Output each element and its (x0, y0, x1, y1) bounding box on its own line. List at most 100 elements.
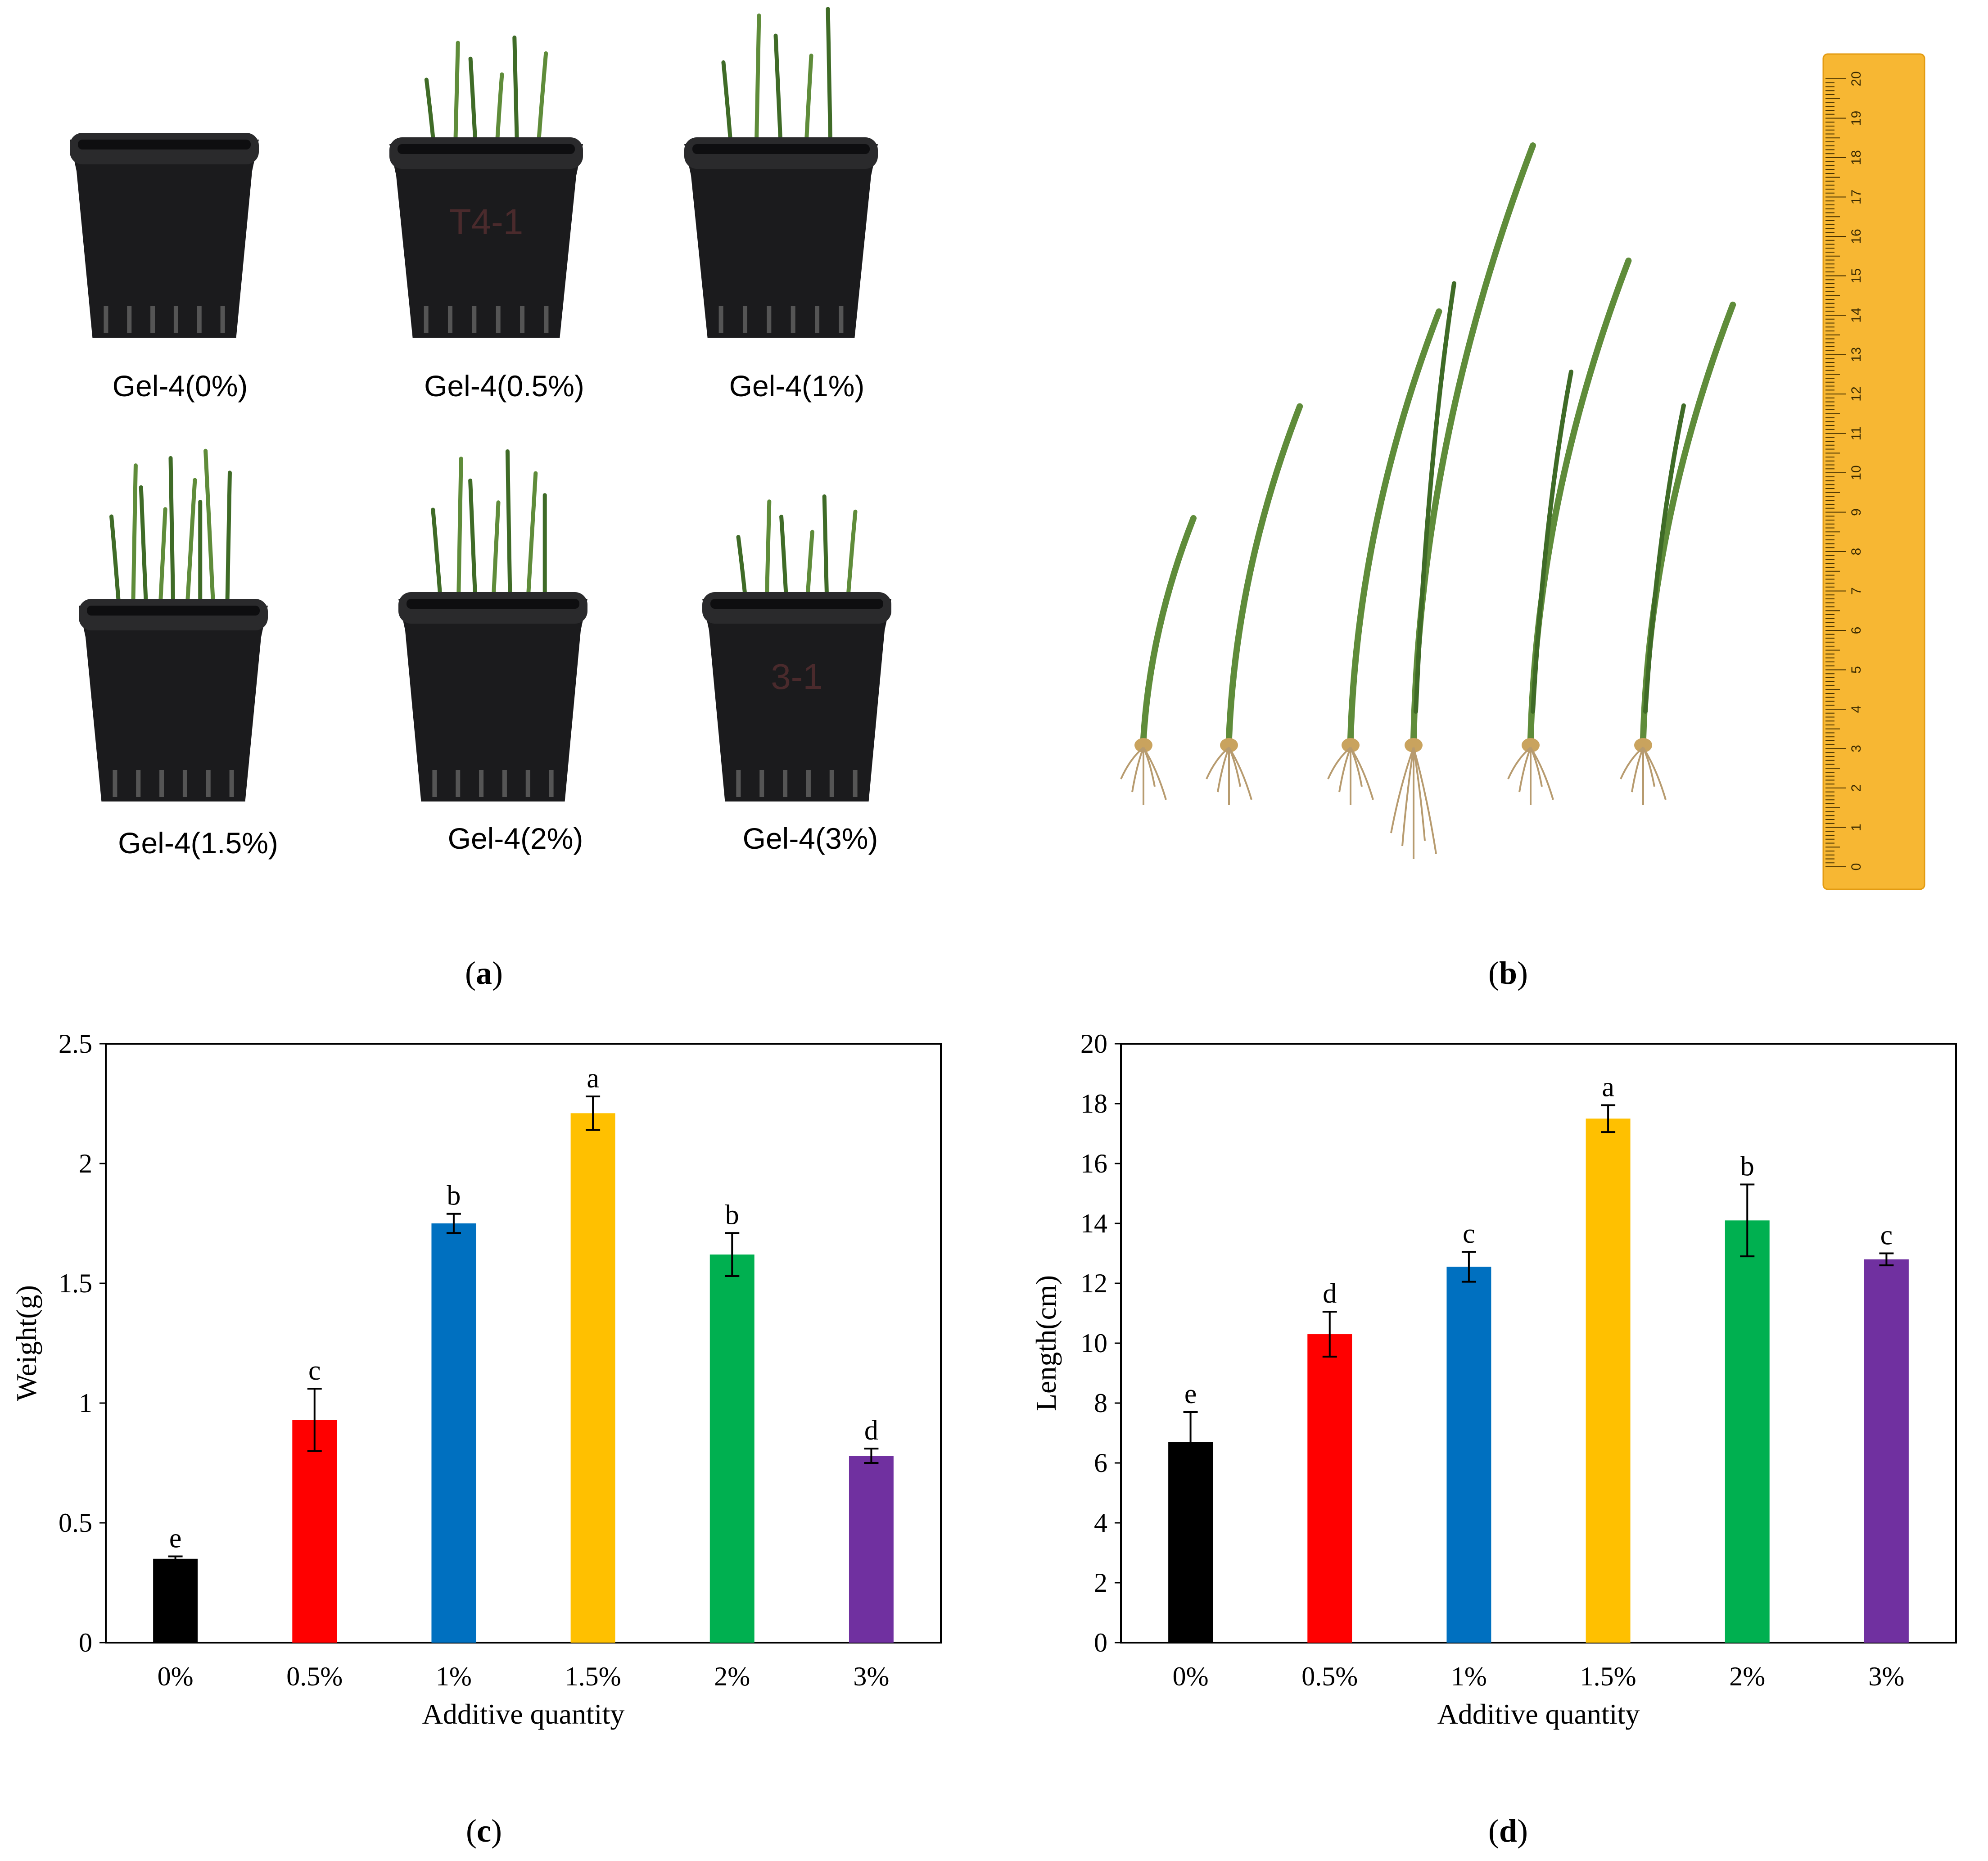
pot-slot (447, 306, 452, 333)
panel-a-caption: (a) (465, 955, 503, 991)
seedling-root (1143, 747, 1167, 800)
pot-slot (479, 770, 484, 797)
ruler-number: 19 (1849, 111, 1864, 126)
pot-body (684, 144, 878, 338)
seedling-1 (1206, 403, 1303, 805)
pot-slot (718, 306, 723, 333)
y-tick-label: 2 (1094, 1568, 1107, 1598)
ruler-number: 13 (1849, 347, 1864, 362)
significance-letter: e (169, 1523, 182, 1553)
bar-0% (1168, 1442, 1213, 1643)
x-tick-label: 3% (853, 1662, 889, 1691)
bar-1.5% (1586, 1118, 1631, 1643)
significance-letter: c (1880, 1220, 1893, 1251)
pot-1: T4-1 Gel-4(0.5%) (389, 35, 584, 403)
seedling-root (1413, 747, 1437, 854)
pot-slot (472, 306, 477, 333)
pot-opening (407, 599, 579, 609)
ruler-number: 16 (1849, 229, 1864, 244)
ruler-number: 11 (1849, 426, 1864, 440)
significance-letter: b (447, 1181, 461, 1211)
y-tick-label: 0.5 (59, 1508, 92, 1538)
pot-0: Gel-4(0%) (70, 133, 259, 403)
y-tick-label: 2.5 (59, 1029, 92, 1059)
seedling-root (1338, 747, 1351, 792)
y-tick-label: 12 (1080, 1268, 1107, 1298)
plot-frame (105, 1043, 942, 1644)
seedling-0 (1120, 515, 1197, 805)
seedling-leaf (512, 35, 520, 155)
ruler-number: 10 (1849, 465, 1864, 480)
pot-slot (815, 306, 820, 333)
y-axis-title: Weight(g) (10, 1285, 42, 1401)
x-axis-title: Additive quantity (1437, 1698, 1640, 1730)
seedling-leaf (203, 448, 216, 617)
seed (1522, 738, 1540, 752)
ruler (1822, 53, 1925, 890)
seedling-root (1217, 747, 1230, 792)
pot-body (79, 606, 268, 801)
ruler-number: 8 (1849, 548, 1864, 556)
x-tick-label: 1.5% (565, 1662, 621, 1691)
pot-slot (806, 770, 811, 797)
bar-0.5% (292, 1420, 337, 1643)
seed (1220, 738, 1238, 752)
seed (1634, 738, 1652, 752)
x-tick-label: 0.5% (1301, 1662, 1358, 1691)
seedling-leaf (754, 14, 761, 155)
pot-slot (520, 306, 525, 333)
x-tick-label: 1% (1451, 1662, 1487, 1691)
ruler-number: 5 (1849, 666, 1864, 674)
pot-slot (220, 306, 225, 333)
pot-slot (432, 770, 437, 797)
pot-label: Gel-4(0.5%) (424, 369, 584, 403)
y-tick-label: 0 (1094, 1628, 1107, 1657)
pot-body (70, 140, 259, 338)
pot-slot (182, 770, 187, 797)
bar-2% (709, 1254, 755, 1643)
pot-slot (197, 306, 202, 333)
seedling-leaf (773, 33, 783, 155)
pot-3: Gel-4(1.5%) (79, 448, 278, 860)
ruler-number: 18 (1849, 150, 1864, 165)
seed (1342, 738, 1360, 752)
pot-slot (127, 306, 132, 333)
y-tick-label: 0 (79, 1628, 92, 1657)
ruler-number: 14 (1849, 308, 1864, 322)
pot-slot (456, 770, 461, 797)
pot-opening (78, 140, 251, 149)
pot-slot (229, 770, 234, 797)
length-bar-chart: 0 2 4 6 8 10 12 14 16 18 20 e 0% d 0.5% c 1% a 1.5% b 2% c 3% A… (1030, 1029, 1957, 1730)
pot-slot (136, 770, 141, 797)
bar-1.5% (570, 1113, 615, 1643)
y-tick-label: 2 (79, 1149, 92, 1178)
pot-slot (525, 770, 530, 797)
ruler-number: 0 (1849, 863, 1864, 871)
seedling-root (1350, 747, 1374, 800)
pot-label: Gel-4(1.5%) (118, 826, 278, 860)
seedling-2 (1327, 308, 1442, 805)
y-axis-title: Length(cm) (1030, 1275, 1062, 1411)
pot-slot (549, 770, 554, 797)
pot-body (702, 599, 891, 801)
pot-slot (159, 770, 164, 797)
pot-label: Gel-4(2%) (448, 822, 583, 855)
seedling-leaf (764, 499, 772, 610)
significance-letter: c (1463, 1218, 1475, 1249)
bar-1% (431, 1223, 476, 1643)
pot-slot (767, 306, 772, 333)
significance-letter: b (725, 1200, 739, 1230)
x-tick-label: 0% (158, 1662, 194, 1691)
x-tick-label: 2% (1729, 1662, 1765, 1691)
pot-slot (742, 306, 747, 333)
seedling-leaf (139, 485, 149, 617)
seedling-root (1507, 747, 1532, 779)
panel-a-photo: Gel-4(0%) T4-1 Gel-4(0.5%) Gel-4(1%) Gel-4(1… (70, 7, 891, 860)
y-tick-label: 1 (79, 1388, 92, 1418)
seedling-root (1228, 747, 1252, 800)
pot-body (398, 599, 587, 801)
ruler-number: 15 (1849, 268, 1864, 283)
x-tick-label: 0% (1173, 1662, 1209, 1691)
pot-slot (206, 770, 211, 797)
seedling-root (1620, 747, 1644, 779)
